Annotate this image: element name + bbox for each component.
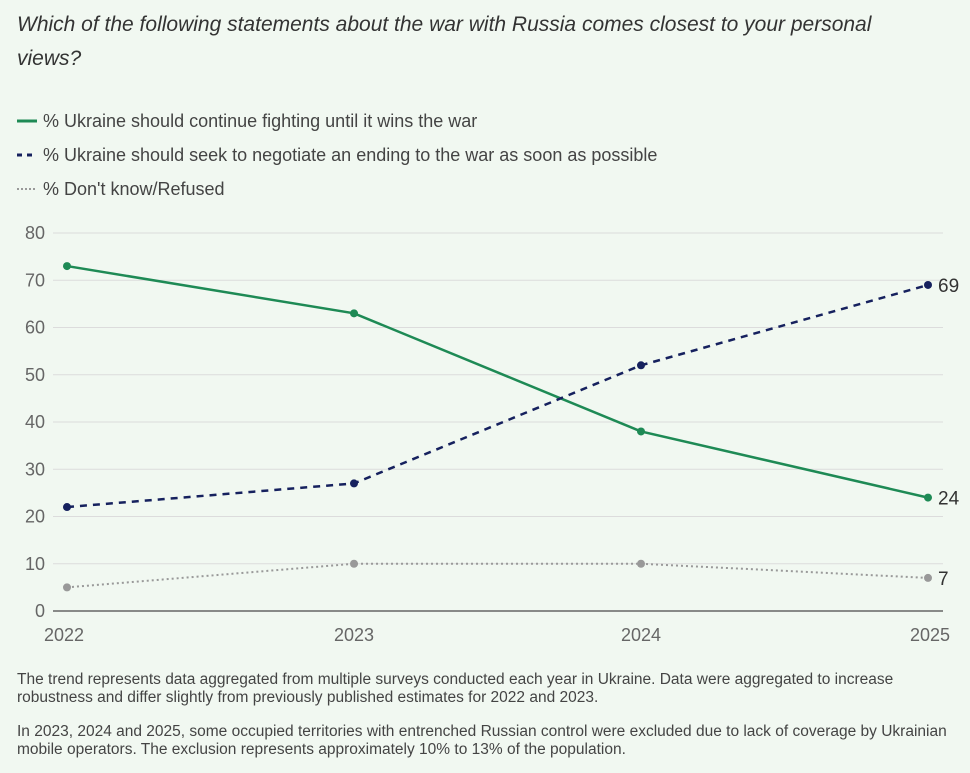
x-tick-label: 2024 <box>621 625 661 645</box>
dashed-line-swatch-icon <box>17 153 37 157</box>
legend-label: % Don't know/Refused <box>43 178 225 199</box>
data-point <box>637 559 645 568</box>
legend-item-continue-fighting: % Ukraine should continue fighting until… <box>17 104 657 138</box>
legend-label: % Ukraine should seek to negotiate an en… <box>43 144 658 165</box>
y-tick-label: 10 <box>25 554 45 574</box>
x-tick-label: 2022 <box>44 625 84 645</box>
line-chart: 0 10 20 30 40 50 60 70 80 2022 2023 2024 2025 24 69 7 <box>25 223 960 645</box>
x-tick-label: 2023 <box>334 625 374 645</box>
data-point <box>63 503 71 512</box>
solid-line-swatch-icon <box>17 119 37 123</box>
y-tick-label: 30 <box>25 459 45 479</box>
dotted-line-swatch-icon <box>17 188 37 190</box>
y-tick-label: 70 <box>25 270 45 290</box>
data-point <box>63 262 71 271</box>
end-data-label: 24 <box>938 489 960 510</box>
end-data-label: 69 <box>938 276 959 297</box>
y-tick-label: 40 <box>25 412 45 432</box>
series-line <box>66 562 929 589</box>
x-tick-label: 2025 <box>910 625 950 645</box>
series-group: 24 69 7 <box>63 262 960 592</box>
footnote-1: The trend represents data aggregated fro… <box>17 671 894 706</box>
y-tick-label: 80 <box>25 223 45 243</box>
series-dotted: 7 <box>63 559 949 592</box>
chart-title: Which of the following statements about … <box>17 13 872 70</box>
data-point <box>63 583 71 592</box>
end-data-label: 7 <box>938 569 949 590</box>
legend-item-dont-know: % Don't know/Refused <box>17 172 657 206</box>
data-point <box>637 361 645 370</box>
series-dashed: 69 <box>63 276 959 512</box>
y-axis-ticks: 0 10 20 30 40 50 60 70 80 <box>25 223 45 621</box>
data-point <box>350 309 358 318</box>
y-tick-label: 60 <box>25 318 45 338</box>
data-point <box>924 493 932 502</box>
gridlines <box>53 232 943 612</box>
legend-label: % Ukraine should continue fighting until… <box>43 110 478 131</box>
data-point <box>924 573 932 582</box>
data-point <box>924 280 932 289</box>
y-tick-label: 20 <box>25 507 45 527</box>
legend: % Ukraine should continue fighting until… <box>17 104 657 206</box>
series-line <box>66 283 929 509</box>
footnote-2: In 2023, 2024 and 2025, some occupied te… <box>17 723 947 758</box>
series-solid: 24 <box>63 262 960 510</box>
legend-item-negotiate: % Ukraine should seek to negotiate an en… <box>17 138 657 172</box>
data-point <box>350 479 358 488</box>
x-axis-ticks: 2022 2023 2024 2025 <box>44 625 950 645</box>
y-tick-label: 0 <box>35 601 45 621</box>
y-tick-label: 50 <box>25 365 45 385</box>
data-point <box>350 559 358 568</box>
series-line <box>66 264 929 499</box>
data-point <box>637 427 645 436</box>
